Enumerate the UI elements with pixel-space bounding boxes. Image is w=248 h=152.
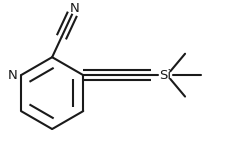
- Text: Si: Si: [159, 69, 171, 82]
- Text: N: N: [70, 2, 80, 15]
- Text: N: N: [8, 69, 18, 82]
